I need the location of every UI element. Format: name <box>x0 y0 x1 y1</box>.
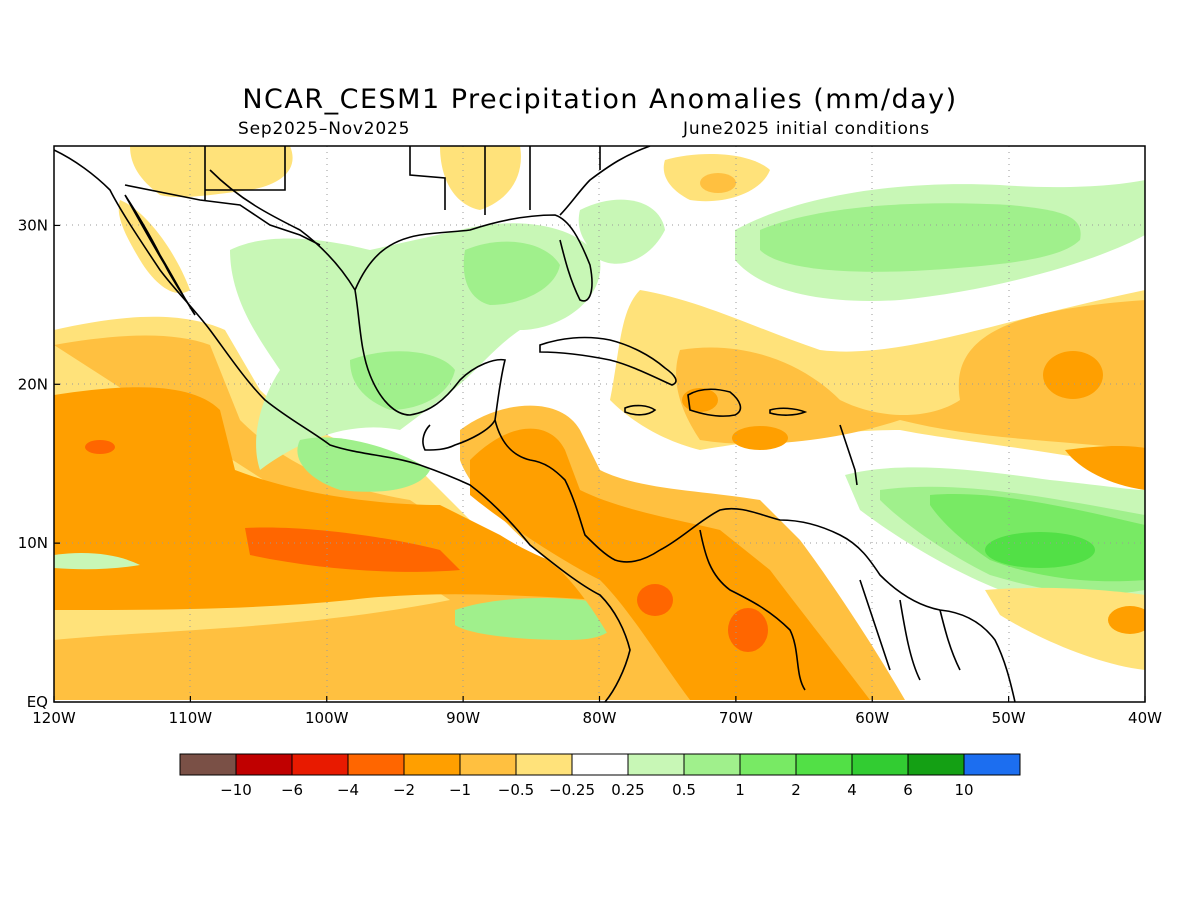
hispaniola <box>687 388 742 417</box>
colorbar-swatch <box>515 753 573 776</box>
lon-tick-label: 60W <box>855 709 889 727</box>
colorbar-swatch <box>795 753 853 776</box>
us-state-lines <box>204 146 601 215</box>
atlantic-dry-core <box>1043 351 1103 399</box>
pacific-wet-blob <box>455 598 616 640</box>
mexico-wet-core <box>297 437 430 492</box>
colorbar-swatch <box>739 753 797 776</box>
atlantic-wet-max <box>985 532 1095 568</box>
colorbar-label: 10 <box>954 781 973 799</box>
initial-conditions-label: June2025 initial conditions <box>683 119 930 139</box>
florida-wet <box>578 199 665 264</box>
lat-tick-label: 10N <box>18 534 48 552</box>
lat-tick-label: 20N <box>18 375 48 393</box>
atlantic-dry-north-core <box>700 173 736 193</box>
season-label: Sep2025–Nov2025 <box>238 119 411 139</box>
venezuela-dry-core <box>728 608 768 652</box>
atlantic-dry-southeast <box>985 587 1145 670</box>
caribbean-moderate-dry <box>676 300 1145 450</box>
central-america-strong-dry <box>470 428 870 700</box>
lat-tick-label: 30N <box>18 216 48 234</box>
baja-peninsula <box>124 194 196 316</box>
lon-tick-label: 70W <box>719 709 753 727</box>
gulf-of-mexico-coast <box>209 169 506 451</box>
us-gulf-coast <box>354 214 593 302</box>
pacific-wet-strip <box>54 553 140 570</box>
atlantic-dry-southeast-core <box>1108 606 1145 634</box>
pacific-very-dry <box>245 527 460 572</box>
colorbar-label: −4 <box>337 781 359 799</box>
colorbar <box>179 753 1021 776</box>
lon-tick-label: 90W <box>446 709 480 727</box>
colorbar-swatch <box>179 753 237 776</box>
gulf-wet-core <box>463 241 560 305</box>
guyanas-borders <box>859 579 961 681</box>
colorbar-swatch <box>403 753 461 776</box>
lon-tick-label: 80W <box>583 709 617 727</box>
mexico-pacific-coast <box>54 149 631 702</box>
caribbean-dry-core <box>732 426 788 450</box>
lon-tick-label: 120W <box>32 709 76 727</box>
colorbar-label: 0.5 <box>672 781 696 799</box>
atlantic-dry-east <box>1065 445 1145 490</box>
colorbar-label: 4 <box>847 781 857 799</box>
colorbar-swatch <box>907 753 965 776</box>
colorbar-label: 1 <box>735 781 745 799</box>
colorbar-label: −10 <box>220 781 252 799</box>
puerto-rico <box>769 407 808 416</box>
us-mexico-border <box>124 184 321 246</box>
colorbar-swatch <box>347 753 405 776</box>
lat-tick-label: EQ <box>27 693 48 711</box>
venezuela-colombia-border <box>699 529 806 691</box>
colorbar-label: −1 <box>449 781 471 799</box>
lon-tick-label: 100W <box>305 709 349 727</box>
lesser-antilles <box>839 424 858 486</box>
colorbar-swatch <box>459 753 517 776</box>
colorbar-swatch <box>291 753 349 776</box>
colorbar-label: −2 <box>393 781 415 799</box>
colorbar-label: −0.5 <box>498 781 534 799</box>
colorbar-swatch <box>627 753 685 776</box>
hispaniola-dry <box>682 388 718 412</box>
colorbar-labels: −10 −6 −4 −2 −1 −0.5 −0.25 0.25 0.5 1 2 4 6 10 <box>220 781 973 799</box>
colorbar-swatch <box>851 753 909 776</box>
cuba <box>539 336 677 386</box>
us-dry-central <box>440 146 521 210</box>
colorbar-swatch <box>235 753 293 776</box>
coastlines <box>54 146 1016 702</box>
lon-tick-label: 40W <box>1128 709 1162 727</box>
colorbar-swatch <box>963 753 1021 776</box>
colorbar-label: −6 <box>281 781 303 799</box>
latitude-axis: EQ 10N 20N 30N <box>18 216 60 711</box>
lon-tick-label: 50W <box>992 709 1026 727</box>
lon-tick-label: 110W <box>169 709 213 727</box>
map-title: NCAR_CESM1 Precipitation Anomalies (mm/d… <box>242 84 958 115</box>
colorbar-swatch <box>683 753 741 776</box>
central-america-caribbean-coast <box>494 419 661 563</box>
anomaly-fields <box>54 146 1145 700</box>
gulf-wet-west <box>350 351 455 410</box>
us-east-coast <box>559 146 651 216</box>
colorbar-label: 0.25 <box>611 781 644 799</box>
south-america-north-coast <box>659 507 1016 702</box>
longitude-axis: 120W 110W 100W 90W 80W 70W 60W 50W 40W <box>32 696 1162 727</box>
colorbar-swatch <box>571 753 629 776</box>
jamaica <box>624 404 657 416</box>
pacific-dry-core <box>85 440 115 454</box>
atlantic-wet-north-core <box>760 203 1081 272</box>
colombia-dry-core <box>637 584 673 616</box>
colorbar-label: 6 <box>903 781 913 799</box>
colorbar-label: 2 <box>791 781 801 799</box>
colorbar-label: −0.25 <box>549 781 595 799</box>
